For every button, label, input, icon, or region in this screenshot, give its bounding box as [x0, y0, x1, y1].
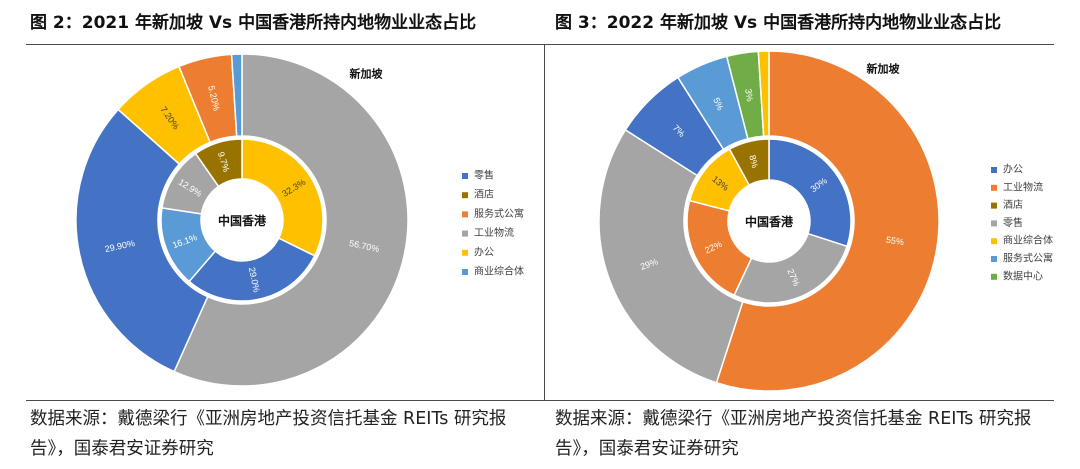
- slice-data-label: 8%: [747, 154, 760, 169]
- outer-ring-slice: [230, 53, 243, 137]
- legend-label: 服务式公寓: [474, 207, 524, 220]
- legend-label: 办公: [1003, 163, 1023, 176]
- legend-swatch: [462, 173, 468, 179]
- legend-label: 酒店: [1003, 198, 1023, 211]
- legend-swatch: [991, 167, 997, 173]
- legend-item: 办公: [462, 245, 494, 258]
- legend-swatch: [462, 249, 468, 256]
- figure-2-title: 图 2：2021 年新加坡 Vs 中国香港所持内地物业业态占比: [30, 13, 477, 33]
- title-underline: [26, 44, 1054, 45]
- outer-ring-slice: [757, 50, 770, 137]
- inner-ring-slice: [241, 138, 324, 257]
- slice-data-label: 5%: [711, 96, 725, 112]
- legend-label: 酒店: [474, 188, 494, 201]
- source-line: 告》，国泰君安证券研究: [30, 439, 214, 459]
- outer-ring-slice: [715, 50, 940, 392]
- legend-label: 办公: [474, 245, 494, 258]
- legend-label: 数据中心: [1003, 269, 1043, 282]
- source-line: 告》，国泰君安证券研究: [555, 439, 739, 459]
- column-divider: [544, 44, 545, 401]
- legend-label: 商业综合体: [474, 265, 524, 278]
- donut-slices: [75, 53, 409, 387]
- legend-swatch: [991, 256, 997, 262]
- legend-item: 酒店: [991, 198, 1023, 211]
- legend-label: 零售: [474, 169, 494, 182]
- outer-ring-label: 新加坡: [350, 67, 384, 81]
- source-line: 数据来源：戴德梁行《亚洲房地产投资信托基金 REITs 研究报: [555, 409, 1032, 429]
- slice-data-label: 3%: [743, 88, 755, 102]
- donut-chart-2022: 55%29%7%5%3%30%27%22%13%8%新加坡中国香港办公工业物流酒…: [598, 50, 1053, 392]
- source-divider: [26, 400, 1054, 401]
- legend-item: 办公: [991, 163, 1023, 176]
- inner-ring-center-label: 中国香港: [745, 214, 794, 229]
- legend-swatch: [462, 269, 468, 275]
- inner-ring-slice: [194, 138, 243, 188]
- inner-ring-slice: [768, 138, 852, 248]
- inner-ring-center-label: 中国香港: [218, 213, 267, 228]
- slice-data-label: 55%: [885, 235, 904, 248]
- source-note-figure-3: 数据来源：戴德梁行《亚洲房地产投资信托基金 REITs 研究报 告》，国泰君安证…: [555, 404, 1031, 464]
- legend-item: 工业物流: [462, 226, 514, 239]
- outer-ring-slice: [598, 128, 744, 384]
- legend-item: 商业综合体: [991, 234, 1053, 247]
- legend-swatch: [991, 184, 997, 191]
- legend-item: 服务式公寓: [991, 252, 1053, 265]
- slice-data-label: 29.0%: [247, 266, 262, 293]
- donut-chart-2021: 56.70%29.90%7.20%5.20%32.3%29.0%16.1%12.…: [75, 53, 524, 387]
- legend-swatch: [991, 238, 997, 245]
- legend-label: 工业物流: [1003, 180, 1043, 193]
- legend-swatch: [462, 211, 468, 218]
- legend-label: 商业综合体: [1003, 234, 1053, 247]
- inner-ring-slice: [188, 237, 316, 302]
- legend-item: 零售: [991, 216, 1023, 229]
- legend-item: 工业物流: [991, 180, 1043, 193]
- inner-ring-slice: [733, 232, 848, 304]
- donut-slices: [598, 50, 940, 392]
- outer-ring-slice: [173, 53, 409, 387]
- source-line: 数据来源：戴德梁行《亚洲房地产投资信托基金 REITs 研究报: [30, 409, 507, 429]
- legend-label: 零售: [1003, 216, 1023, 229]
- legend-label: 工业物流: [474, 226, 514, 239]
- outer-ring-slice: [75, 108, 209, 373]
- legend-item: 服务式公寓: [462, 207, 524, 220]
- outer-ring-label: 新加坡: [867, 62, 901, 76]
- inner-ring-slice: [686, 199, 753, 297]
- legend-label: 服务式公寓: [1003, 252, 1053, 265]
- legend-swatch: [462, 192, 468, 199]
- legend-item: 数据中心: [991, 269, 1043, 282]
- legend-item: 酒店: [462, 188, 494, 201]
- figure-3-title: 图 3：2022 年新加坡 Vs 中国香港所持内地物业业态占比: [555, 13, 1002, 33]
- source-note-figure-2: 数据来源：戴德梁行《亚洲房地产投资信托基金 REITs 研究报 告》，国泰君安证…: [30, 404, 506, 464]
- legend-item: 商业综合体: [462, 265, 524, 278]
- legend-swatch: [991, 273, 997, 280]
- legend-item: 零售: [462, 169, 494, 182]
- legend-swatch: [462, 230, 468, 237]
- inner-ring-slice: [728, 138, 770, 187]
- legend-swatch: [991, 220, 997, 227]
- legend-swatch: [991, 202, 997, 209]
